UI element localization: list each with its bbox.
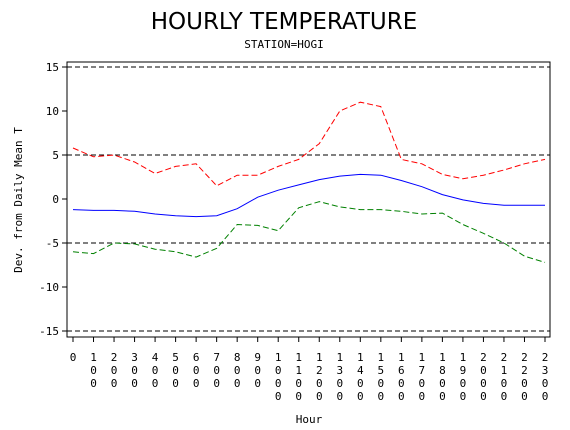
x-axis: 0 1 0 0 2 0 0 3 0 0 4 0 0 5 0 0 6 0 0 7 0 0 8 0 0 9 0 0 1 0 0 0 1 1 0 0 1 2 0 0…	[70, 337, 549, 403]
y-tick-label: -15	[39, 325, 59, 338]
series-line-3	[72, 201, 546, 263]
y-tick-label: 15	[46, 61, 59, 74]
reference-lines	[67, 66, 550, 332]
plot-frame	[66, 61, 551, 338]
x-tick-label: 0	[70, 351, 77, 364]
chart-title: HOURLY TEMPERATURE	[151, 9, 418, 35]
series-line-2	[72, 173, 545, 218]
y-tick-label: 5	[52, 149, 59, 162]
y-axis-label: Dev. from Daily Mean T	[12, 127, 25, 273]
x-axis-label: Hour	[296, 413, 323, 426]
y-tick-label: 0	[52, 193, 59, 206]
series-layer	[72, 101, 546, 263]
y-tick-label: 10	[46, 105, 59, 118]
y-tick-label: -5	[46, 237, 59, 250]
y-axis: -15 -10 -5 0 5 10 15	[39, 61, 67, 338]
y-tick-label: -10	[39, 281, 59, 294]
series-line-1	[72, 101, 546, 187]
chart-subtitle: STATION=HOGI	[244, 38, 323, 51]
